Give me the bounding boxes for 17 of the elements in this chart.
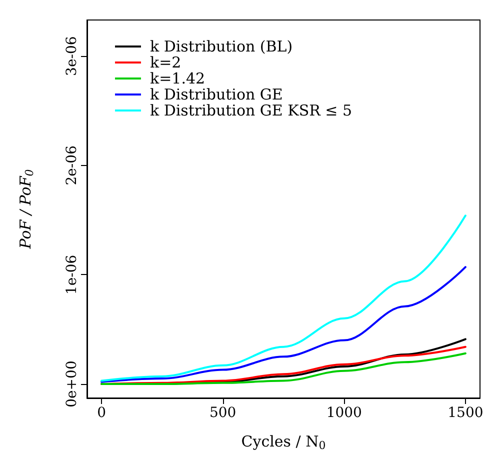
- y-axis-title: PoF / PoF0: [16, 169, 36, 250]
- line-series: [100, 214, 466, 382]
- x-tick-label: 500: [209, 405, 236, 421]
- y-tick-label: 1e-06: [64, 254, 80, 295]
- legend-label: k Distribution GE: [150, 86, 283, 104]
- x-tick-label: 1000: [326, 405, 362, 421]
- legend-label: k Distribution (BL): [150, 38, 293, 56]
- legend-label: k Distribution GE KSR ≤ 5: [150, 102, 352, 120]
- y-tick-label: 2e-06: [64, 145, 80, 186]
- y-tick-label: 0e+00: [64, 360, 80, 408]
- line-series: [100, 352, 466, 386]
- line-series: [100, 266, 466, 383]
- x-tick-label: 0: [97, 405, 106, 421]
- legend-label: k=1.42: [150, 70, 206, 88]
- legend-label: k=2: [150, 54, 182, 72]
- x-tick-label: 1500: [448, 405, 484, 421]
- y-tick-label: 3e-06: [64, 36, 80, 76]
